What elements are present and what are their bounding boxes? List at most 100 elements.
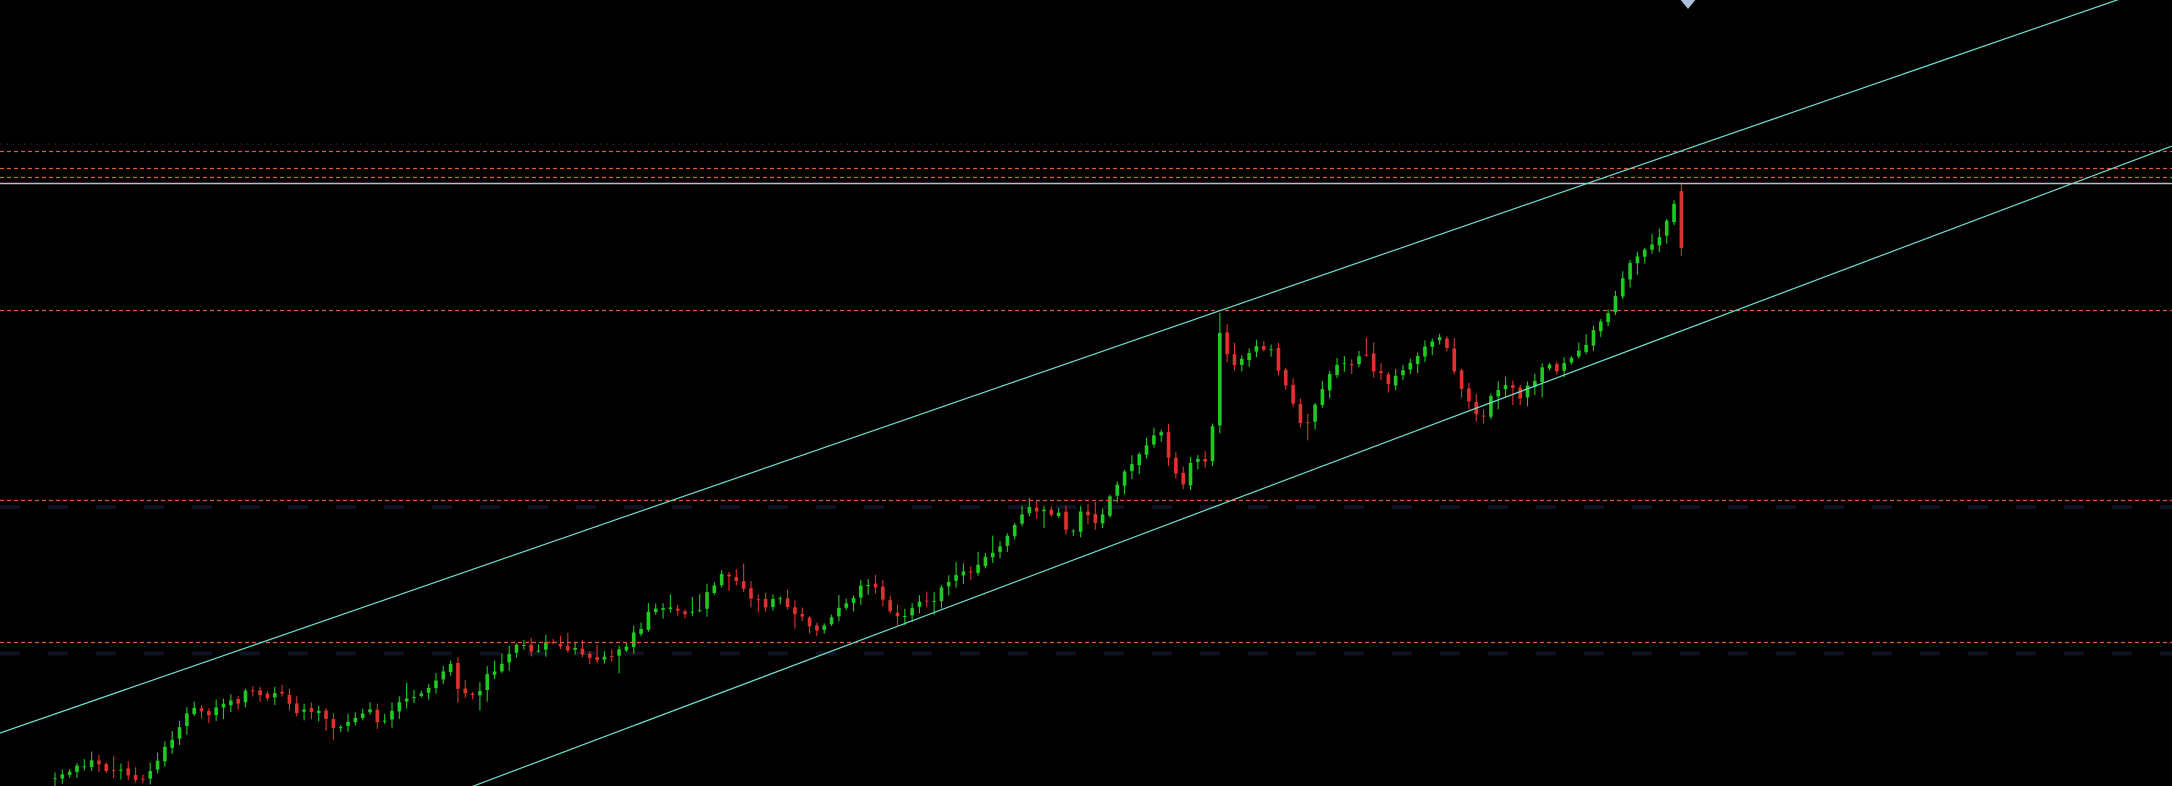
candle bbox=[1196, 455, 1200, 470]
candle-body bbox=[456, 662, 460, 689]
candle-body bbox=[690, 611, 695, 613]
candle-body bbox=[705, 592, 709, 609]
candle-body bbox=[653, 608, 658, 613]
candle bbox=[544, 634, 548, 657]
upper-channel-line[interactable] bbox=[0, 0, 2172, 734]
candle-body bbox=[199, 708, 204, 712]
candle-body bbox=[382, 720, 387, 722]
candle-body bbox=[741, 581, 746, 589]
candle bbox=[331, 713, 336, 741]
candle-body bbox=[1276, 347, 1281, 371]
candle bbox=[1489, 393, 1493, 420]
candle-body bbox=[1254, 346, 1259, 352]
candle-body bbox=[763, 598, 768, 608]
candle-body bbox=[1291, 384, 1295, 404]
candle-body bbox=[631, 632, 636, 648]
candle bbox=[375, 703, 380, 729]
candle bbox=[1481, 408, 1486, 424]
candle-body bbox=[1511, 385, 1515, 388]
candle bbox=[837, 594, 841, 622]
candle-body bbox=[236, 699, 240, 704]
candle-body bbox=[675, 608, 680, 611]
candle bbox=[500, 653, 504, 674]
candle bbox=[1232, 342, 1237, 371]
candle-body bbox=[1320, 389, 1325, 405]
candle-body bbox=[939, 587, 944, 602]
candle-body bbox=[1547, 364, 1552, 369]
candle-body bbox=[522, 645, 526, 646]
candle-body bbox=[1049, 509, 1054, 515]
candle bbox=[1635, 251, 1640, 275]
candle-body bbox=[514, 644, 519, 653]
candle bbox=[881, 580, 885, 607]
candle bbox=[551, 638, 555, 645]
candle bbox=[1459, 368, 1464, 398]
candle bbox=[595, 644, 599, 664]
candle-body bbox=[229, 700, 233, 706]
candle bbox=[1628, 259, 1632, 288]
candle-body bbox=[67, 771, 72, 775]
candle-body bbox=[1005, 535, 1010, 546]
candle bbox=[998, 541, 1002, 559]
candle bbox=[1064, 505, 1068, 535]
candle bbox=[507, 645, 512, 671]
candle bbox=[1181, 466, 1186, 490]
candle-body bbox=[851, 598, 856, 603]
candle bbox=[60, 769, 65, 784]
candle-body bbox=[1122, 471, 1127, 486]
candle-body bbox=[97, 760, 101, 765]
candle-body bbox=[1635, 256, 1640, 264]
candle-body bbox=[1562, 363, 1566, 371]
candle bbox=[617, 646, 621, 674]
candle-body bbox=[961, 571, 966, 576]
candle bbox=[1511, 380, 1515, 405]
candle-body bbox=[412, 697, 416, 699]
candle bbox=[441, 665, 446, 685]
candle bbox=[924, 591, 929, 608]
candle bbox=[844, 598, 849, 610]
candle bbox=[895, 604, 900, 626]
candle-body bbox=[1042, 509, 1046, 512]
candle bbox=[338, 725, 343, 733]
candle bbox=[126, 761, 131, 781]
candle-body bbox=[1533, 380, 1537, 387]
candle-body bbox=[463, 688, 468, 694]
candle bbox=[104, 762, 109, 774]
candle-body bbox=[888, 600, 892, 612]
candle-body bbox=[207, 711, 211, 716]
candle bbox=[170, 731, 175, 754]
candle-body bbox=[368, 709, 372, 713]
candle-body bbox=[1335, 364, 1339, 375]
candle-body bbox=[185, 713, 189, 727]
candle bbox=[668, 594, 673, 613]
candle bbox=[946, 575, 951, 596]
candle-body bbox=[924, 600, 929, 602]
candle bbox=[522, 640, 526, 650]
candle bbox=[478, 682, 482, 711]
candle-body bbox=[1349, 364, 1354, 366]
candle bbox=[815, 622, 819, 637]
candle bbox=[712, 581, 717, 595]
candle-body bbox=[82, 766, 87, 768]
candle-body bbox=[1203, 458, 1207, 462]
candle-body bbox=[1423, 346, 1427, 357]
lower-channel-line[interactable] bbox=[455, 145, 2172, 786]
candle bbox=[302, 703, 306, 721]
candle-body bbox=[646, 611, 651, 630]
candle-body bbox=[1672, 203, 1676, 223]
candle bbox=[859, 579, 863, 605]
candle bbox=[961, 563, 966, 585]
candle bbox=[390, 702, 394, 728]
candle bbox=[756, 594, 761, 613]
candle bbox=[163, 741, 167, 767]
triangle-down-marker-icon[interactable] bbox=[1679, 0, 1697, 9]
candle-body bbox=[1386, 374, 1391, 385]
candle bbox=[1269, 344, 1273, 357]
candle-body bbox=[1020, 514, 1024, 524]
candle bbox=[873, 574, 878, 594]
candle-body bbox=[954, 575, 958, 581]
candle bbox=[968, 566, 973, 580]
candle bbox=[1379, 363, 1383, 381]
candle bbox=[485, 666, 490, 702]
